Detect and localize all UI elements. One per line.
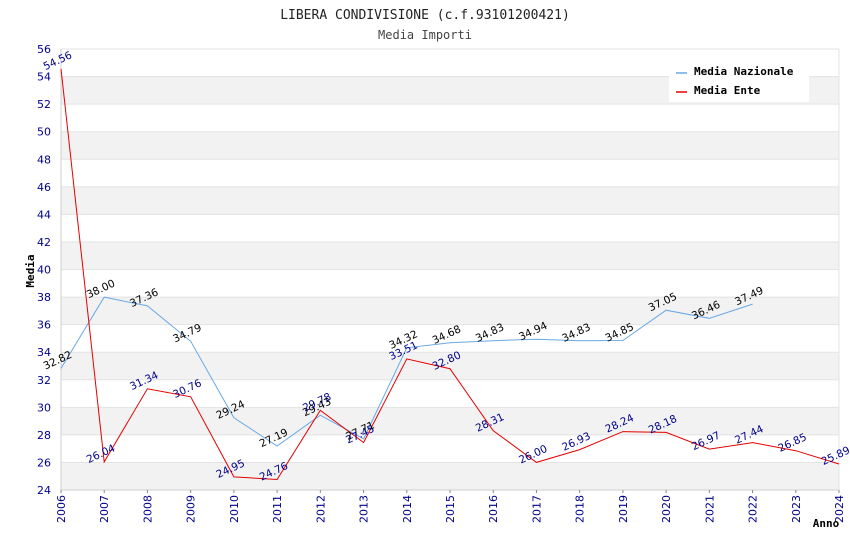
grid-band <box>61 352 839 380</box>
series-line-media-ente <box>60 68 840 481</box>
x-tick-label: 2006 <box>55 495 68 523</box>
y-tick-label: 24 <box>37 484 51 497</box>
legend-label-media-ente: Media Ente <box>694 84 761 97</box>
y-tick-label: 38 <box>37 291 51 304</box>
x-tick-label: 2022 <box>747 495 760 523</box>
x-tick-label: 2008 <box>141 495 154 523</box>
x-tick-label: 2012 <box>314 495 327 523</box>
x-tick-label: 2021 <box>703 495 716 523</box>
legend-label-media-nazionale: Media Nazionale <box>694 65 794 78</box>
x-tick-label: 2020 <box>660 495 673 523</box>
x-tick-label: 2018 <box>574 495 587 523</box>
y-tick-label: 40 <box>37 264 51 277</box>
x-tick-label: 2007 <box>98 495 111 523</box>
x-axis-label: Anno <box>813 517 840 530</box>
grid-band <box>61 186 839 215</box>
y-tick-label: 36 <box>37 319 51 332</box>
x-tick-label: 2023 <box>790 495 803 523</box>
chart-subtitle: Media Importi <box>378 28 472 42</box>
x-tick-label: 2024 <box>833 495 846 523</box>
y-tick-label: 50 <box>37 126 51 139</box>
y-tick-label: 46 <box>37 181 51 194</box>
y-tick-label: 52 <box>37 98 51 111</box>
y-tick-label: 34 <box>37 346 51 359</box>
legend-box <box>669 60 809 102</box>
y-tick-label: 54 <box>37 71 51 84</box>
grid-band <box>61 462 839 490</box>
y-tick-label: 32 <box>37 374 51 387</box>
x-axis-ticks: 2006 2007 2008 2009 2010 2011 2012 2013 2014 2015… <box>55 490 846 523</box>
series-lines <box>60 68 840 481</box>
x-tick-label: 2015 <box>444 495 457 523</box>
y-tick-label: 48 <box>37 153 51 166</box>
legend: Media Nazionale Media Ente <box>669 60 809 102</box>
chart-title: LIBERA CONDIVISIONE (c.f.93101200421) <box>280 8 570 23</box>
x-tick-label: 2019 <box>617 495 630 523</box>
x-tick-label: 2011 <box>271 495 284 523</box>
y-tick-label: 28 <box>37 429 51 442</box>
y-tick-label: 26 <box>37 456 51 469</box>
x-tick-label: 2017 <box>530 495 543 523</box>
x-tick-label: 2010 <box>228 495 241 523</box>
x-tick-label: 2009 <box>185 495 198 523</box>
data-label: 34.79 <box>171 322 203 346</box>
series-line-media-nazionale <box>60 296 753 447</box>
x-tick-label: 2016 <box>487 495 500 523</box>
grid-band <box>61 131 839 160</box>
y-axis-ticks: 24 26 28 30 32 34 36 38 40 42 44 46 48 50 52 54 56 <box>37 43 51 497</box>
x-tick-label: 2014 <box>401 495 414 523</box>
y-tick-label: 42 <box>37 236 51 249</box>
grid-bands <box>61 76 839 490</box>
y-axis-label: Media <box>24 254 37 287</box>
y-tick-label: 56 <box>37 43 51 56</box>
data-label: 30.76 <box>171 377 204 401</box>
x-tick-label: 2013 <box>358 495 371 523</box>
grid-band <box>61 297 839 325</box>
y-tick-label: 44 <box>37 208 51 221</box>
y-tick-label: 30 <box>37 401 51 414</box>
grid-band <box>61 407 839 435</box>
grid-band <box>61 241 839 270</box>
